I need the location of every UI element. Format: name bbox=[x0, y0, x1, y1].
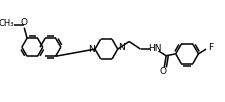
Text: HN: HN bbox=[147, 44, 161, 53]
Text: N: N bbox=[87, 45, 94, 54]
Text: O: O bbox=[159, 67, 166, 76]
Text: CH₃: CH₃ bbox=[0, 19, 14, 28]
Text: N: N bbox=[118, 43, 124, 52]
Text: O: O bbox=[21, 18, 28, 27]
Text: F: F bbox=[207, 43, 212, 52]
